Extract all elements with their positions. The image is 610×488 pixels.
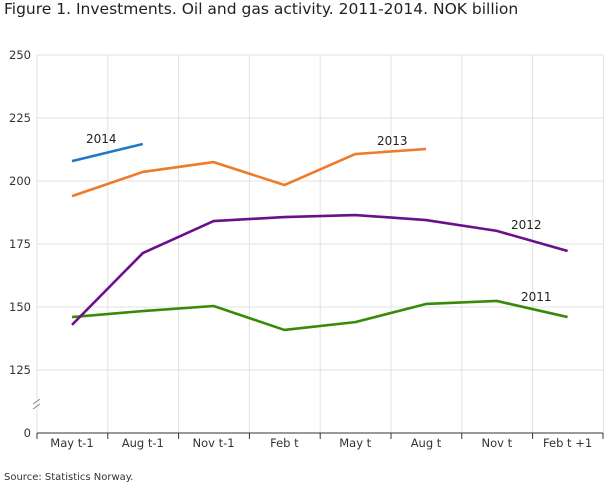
y-tick-label: 175	[9, 237, 31, 251]
x-tick-label: Feb t	[270, 436, 299, 450]
y-tick-label: 150	[9, 300, 31, 314]
y-tick-label: 200	[9, 174, 31, 188]
series-line-2014	[71, 142, 144, 163]
series-label-2013: 2013	[377, 134, 408, 148]
axis-break-mark	[32, 398, 41, 410]
x-tick-label: May t	[339, 436, 371, 450]
x-tick-label: May t-1	[50, 436, 93, 450]
y-tick-label: 125	[9, 363, 31, 377]
series-line-2012	[71, 213, 568, 326]
series-label-2014: 2014	[86, 132, 117, 146]
x-tick-label: Aug t-1	[122, 436, 164, 450]
x-tick-label: Nov t	[481, 436, 512, 450]
series-line-2011	[71, 299, 568, 332]
y-tick-label: 0	[24, 426, 31, 440]
series-line-2013	[71, 147, 427, 198]
source-note: Source: Statistics Norway.	[4, 472, 134, 483]
y-tick-label: 225	[9, 111, 31, 125]
series-label-2012: 2012	[511, 218, 542, 232]
chart-title: Figure 1. Investments. Oil and gas activ…	[4, 0, 519, 18]
x-tick-label: Nov t-1	[193, 436, 235, 450]
series-label-2011: 2011	[521, 290, 552, 304]
x-tick-label: Aug t	[411, 436, 442, 450]
y-tick-label: 250	[9, 48, 31, 62]
x-tick-label: Feb t +1	[543, 436, 592, 450]
